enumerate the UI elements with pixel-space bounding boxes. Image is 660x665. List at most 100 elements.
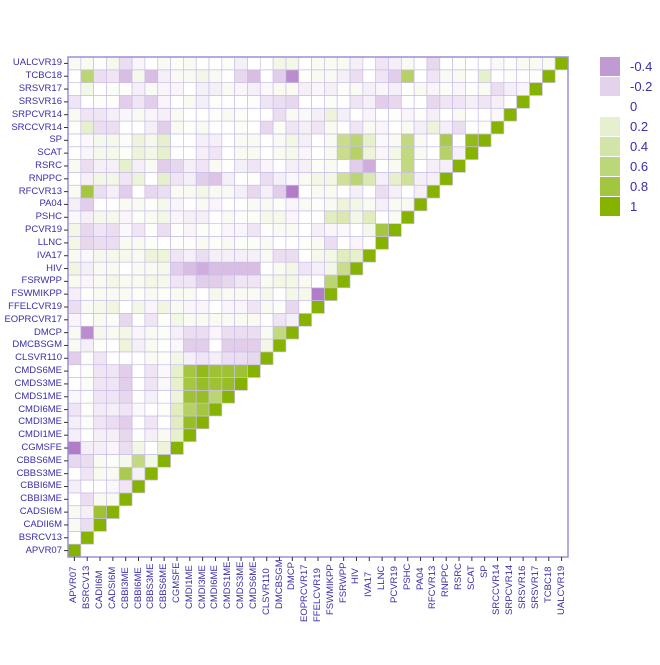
heatmap-cell (93, 210, 107, 225)
heatmap-cell (208, 95, 223, 109)
y-axis-label: SRCCVR14 (11, 121, 62, 133)
heatmap-cell (67, 261, 82, 276)
heatmap-cell (157, 364, 171, 378)
heatmap-cell (80, 313, 94, 327)
heatmap-cell (311, 107, 325, 122)
heatmap-cell (375, 69, 389, 83)
heatmap-cell (311, 236, 325, 250)
heatmap-cell (208, 377, 223, 391)
heatmap-cell (80, 415, 94, 430)
heatmap-cell (80, 82, 94, 96)
heatmap-cell (195, 300, 210, 314)
x-axis-label: SP (478, 564, 490, 578)
heatmap-cell (80, 402, 94, 417)
heatmap-cell (426, 56, 441, 71)
heatmap-cell (375, 133, 389, 148)
heatmap-cell (195, 364, 210, 378)
heatmap-cell (67, 120, 82, 135)
heatmap-cell (221, 223, 236, 237)
heatmap-cell (439, 82, 453, 96)
heatmap-cell (195, 236, 210, 250)
heatmap-cell (67, 338, 82, 353)
heatmap-cell (144, 236, 159, 250)
heatmap-cell (465, 107, 479, 122)
heatmap-cell (234, 56, 248, 71)
heatmap-cell (170, 95, 184, 109)
heatmap-cell (195, 184, 210, 199)
y-axis-label: DMCBSGM (12, 339, 62, 351)
heatmap-cell (324, 274, 338, 289)
heatmap-cell (324, 107, 338, 122)
heatmap-cell (131, 82, 146, 96)
heatmap-cell (157, 120, 171, 135)
heatmap-cell (208, 223, 223, 237)
heatmap-cell (349, 82, 364, 96)
heatmap-cell (311, 261, 325, 276)
heatmap-cell (183, 415, 197, 430)
heatmap-cell (208, 287, 223, 301)
heatmap-cell (170, 197, 184, 212)
heatmap-cell (439, 95, 453, 109)
heatmap-cell (234, 364, 248, 378)
heatmap-cell (452, 82, 466, 96)
heatmap-cell (298, 95, 312, 109)
heatmap-cell (272, 300, 287, 314)
heatmap-cell (259, 120, 274, 135)
heatmap-cell (157, 172, 171, 186)
heatmap-cell (324, 159, 338, 173)
heatmap-cell (93, 69, 107, 83)
heatmap-cell (259, 261, 274, 276)
x-axis-label: CMDS1ME (222, 561, 234, 610)
x-axis-label: APVR07 (68, 566, 80, 603)
heatmap-cell (93, 223, 107, 237)
heatmap-cell (80, 120, 94, 135)
heatmap-cell (439, 172, 453, 186)
heatmap-cell (490, 107, 505, 122)
heatmap-cell (208, 248, 223, 263)
heatmap-cell (80, 248, 94, 263)
heatmap-cell (285, 287, 300, 301)
heatmap-cell (413, 197, 428, 212)
y-axis-label: SCAT (37, 147, 62, 159)
heatmap-cell (157, 325, 171, 340)
heatmap-cell (234, 82, 248, 96)
heatmap-cell (285, 95, 300, 109)
heatmap-cell (298, 287, 312, 301)
heatmap-cell (195, 120, 210, 135)
heatmap-cell (272, 223, 287, 237)
y-axis-label: TCBC18 (25, 70, 62, 82)
heatmap-cell (529, 82, 543, 96)
heatmap-cell (388, 210, 402, 225)
heatmap-cell (311, 159, 325, 173)
heatmap-cell (195, 415, 210, 430)
x-axis-label: CLSVR110 (260, 568, 272, 616)
x-axis-label: SRSVR17 (529, 565, 541, 610)
heatmap-cell (234, 133, 248, 148)
heatmap-cell (336, 69, 351, 83)
heatmap-cell (208, 184, 223, 199)
y-axis-label: CBBI6ME (20, 480, 62, 492)
heatmap-cell (170, 325, 184, 340)
heatmap-cell (106, 338, 120, 353)
heatmap-cell (80, 351, 94, 366)
heatmap-cell (336, 82, 351, 96)
heatmap-cell (170, 389, 184, 404)
heatmap-cell (157, 56, 171, 71)
heatmap-cell (247, 159, 261, 173)
heatmap-cell (157, 313, 171, 327)
heatmap-cell (490, 95, 505, 109)
heatmap-cell (490, 69, 505, 83)
heatmap-cell (106, 210, 120, 225)
heatmap-cell (118, 120, 133, 135)
heatmap-cell (413, 146, 428, 160)
heatmap-cell (234, 223, 248, 237)
heatmap-cell (259, 146, 274, 160)
heatmap-cell (324, 223, 338, 237)
heatmap-cell (157, 248, 171, 263)
heatmap-cell (80, 466, 94, 481)
heatmap-cell (144, 248, 159, 263)
heatmap-cell (106, 313, 120, 327)
y-axis-label: CBBS3ME (16, 467, 62, 479)
heatmap-cell (93, 107, 107, 122)
heatmap-cell (336, 107, 351, 122)
